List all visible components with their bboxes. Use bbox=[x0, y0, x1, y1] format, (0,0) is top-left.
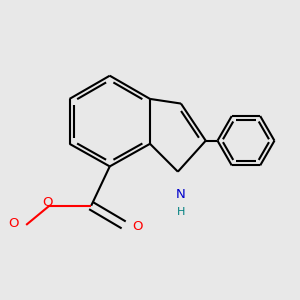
Text: O: O bbox=[132, 220, 143, 233]
Text: O: O bbox=[43, 196, 53, 209]
Text: O: O bbox=[8, 217, 18, 230]
Text: H: H bbox=[177, 207, 185, 217]
Text: N: N bbox=[176, 188, 186, 201]
